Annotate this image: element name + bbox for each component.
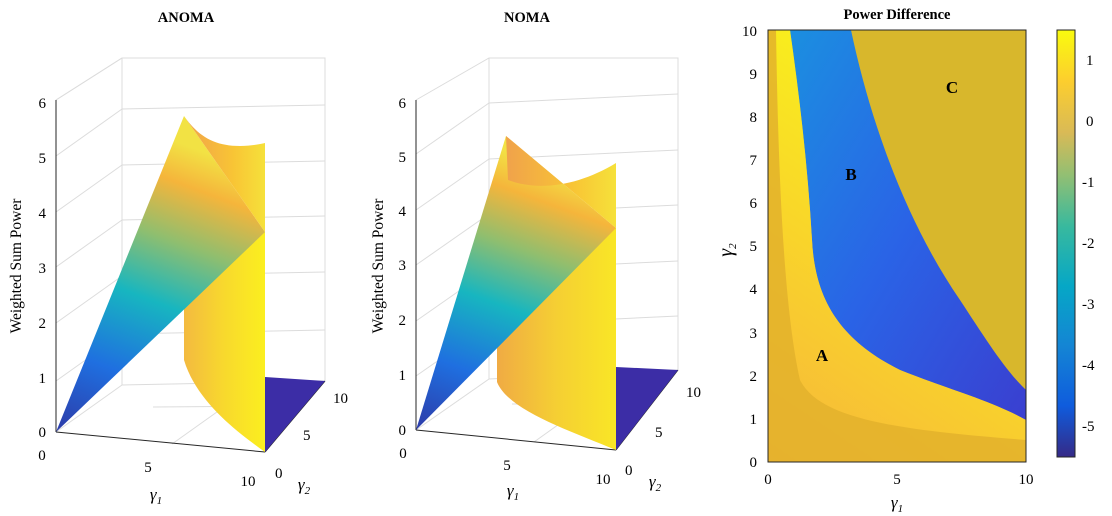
noma-zticks: 0 1 2 3 4 5 6 <box>399 96 407 439</box>
region-b-band <box>790 30 1026 420</box>
anoma-ylabel: γ2 <box>298 475 311 497</box>
noma-ytick: 10 <box>686 385 701 401</box>
diff-yticks: 0 1 2 3 4 5 6 7 8 9 10 <box>742 24 758 471</box>
diff-ytick: 3 <box>750 326 758 342</box>
noma-ztick: 1 <box>399 368 407 384</box>
region-label-b: B <box>845 165 856 184</box>
diff-panel: Power Difference 0 1 2 3 4 5 6 7 8 9 10 … <box>715 7 1095 515</box>
anoma-ytick: 0 <box>275 466 283 482</box>
colorbar-tick: 0 <box>1086 114 1094 130</box>
diff-ytick: 9 <box>750 67 758 83</box>
noma-ytick: 5 <box>655 425 663 441</box>
diff-xtick: 10 <box>1019 472 1034 488</box>
anoma-xlabel: γ1 <box>150 485 162 507</box>
anoma-ytick: 5 <box>303 428 311 444</box>
noma-zlabel: Weighted Sum Power <box>370 198 387 334</box>
anoma-floor <box>265 377 325 452</box>
noma-xtick: 10 <box>596 472 611 488</box>
anoma-ztick: 5 <box>39 151 47 167</box>
diff-title: Power Difference <box>844 7 952 23</box>
anoma-ztick: 3 <box>39 261 47 277</box>
anoma-title: ANOMA <box>158 10 215 26</box>
noma-panel: NOMA 0 1 2 3 <box>370 10 701 503</box>
noma-yticks: 0 5 10 <box>625 385 701 479</box>
anoma-xticks: 0 5 10 <box>38 448 255 490</box>
noma-xtick: 5 <box>503 458 511 474</box>
region-a-band <box>768 30 1026 462</box>
anoma-xtick: 5 <box>144 460 152 476</box>
colorbar-tick: -1 <box>1082 175 1095 191</box>
anoma-ztick: 1 <box>39 371 47 387</box>
diff-xlabel: γ1 <box>891 493 903 515</box>
anoma-yticks: 0 5 10 <box>275 391 348 482</box>
anoma-ztick: 4 <box>39 206 47 222</box>
anoma-ztick: 2 <box>39 316 47 332</box>
diff-plot-frame <box>767 29 1027 463</box>
diff-heatmap <box>768 30 1026 462</box>
diff-ylabel: γ2 <box>715 243 739 257</box>
anoma-ztick: 6 <box>39 96 47 112</box>
colorbar-tick: -4 <box>1082 358 1095 374</box>
colorbar-gradient <box>1056 29 1076 458</box>
diff-xtick: 0 <box>764 472 772 488</box>
noma-ylabel: γ2 <box>649 472 662 494</box>
diff-xtick: 5 <box>893 472 901 488</box>
noma-xtick: 0 <box>399 446 407 462</box>
diff-ytick: 6 <box>750 196 758 212</box>
anoma-panel: ANOMA 0 1 2 <box>8 10 348 507</box>
diff-ytick: 4 <box>750 282 758 298</box>
colorbar-tick: -2 <box>1082 236 1095 252</box>
anoma-ytick: 10 <box>333 391 348 407</box>
noma-floor <box>616 367 678 450</box>
diff-ytick: 8 <box>750 110 758 126</box>
diff-ytick: 1 <box>750 412 758 428</box>
colorbar-tick: -3 <box>1082 297 1095 313</box>
colorbar-tick: -5 <box>1082 419 1095 435</box>
noma-ztick: 5 <box>399 150 407 166</box>
diff-ytick: 5 <box>750 239 758 255</box>
diff-ytick: 0 <box>750 455 758 471</box>
diff-xticks: 0 5 10 <box>764 472 1033 488</box>
noma-xticks: 0 5 10 <box>399 446 610 488</box>
noma-ztick: 4 <box>399 204 407 220</box>
diff-ytick: 7 <box>750 153 758 169</box>
noma-slope <box>416 136 616 430</box>
diff-ytick: 10 <box>742 24 757 40</box>
anoma-zticks: 0 1 2 3 4 5 6 <box>39 96 47 441</box>
anoma-slope <box>56 116 265 432</box>
region-label-a: A <box>816 346 829 365</box>
noma-surface <box>416 136 678 450</box>
anoma-surface <box>56 116 325 452</box>
noma-xlabel: γ1 <box>507 481 519 503</box>
colorbar-tick: 1 <box>1086 53 1094 69</box>
anoma-top <box>184 116 265 232</box>
noma-top <box>506 136 616 228</box>
noma-ztick: 3 <box>399 258 407 274</box>
anoma-xtick: 0 <box>38 448 46 464</box>
anoma-xtick: 10 <box>241 474 256 490</box>
diff-ytick: 2 <box>750 369 758 385</box>
noma-ztick: 2 <box>399 313 407 329</box>
region-a-inner <box>768 30 1026 462</box>
noma-ztick: 0 <box>399 423 407 439</box>
anoma-ztick: 0 <box>39 425 47 441</box>
noma-ytick: 0 <box>625 463 633 479</box>
anoma-zlabel: Weighted Sum Power <box>8 198 25 334</box>
colorbar: 1 0 -1 -2 -3 -4 -5 <box>1056 29 1095 458</box>
region-label-c: C <box>946 78 958 97</box>
noma-title: NOMA <box>504 10 550 26</box>
noma-ztick: 6 <box>399 96 407 112</box>
